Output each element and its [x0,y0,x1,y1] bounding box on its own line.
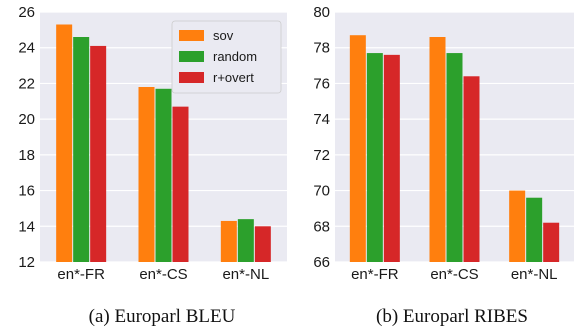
caption-b: (b) Europarl RIBES [376,306,528,327]
x-tick-label: en*-CS [430,266,478,283]
y-tick-label: 18 [18,147,35,164]
y-tick-label: 74 [313,111,330,128]
x-tick-labels: en*-FR en*-CS en*-NL [351,266,557,283]
chart-europarl-bleu: 12 14 16 18 20 22 24 26 en*-FR en*-CS en*-NL sov … [18,4,287,327]
y-tick-label: 72 [313,147,330,164]
bar-random-en*-FR [366,53,383,263]
y-tick-labels: 66 68 70 72 74 76 78 80 [313,4,330,271]
y-tick-label: 16 [18,183,35,200]
legend-label-sov: sov [213,28,234,43]
y-tick-label: 14 [18,218,35,235]
legend: sov random r+overt [171,20,282,94]
bar-r-overt-en*-FR [383,54,400,262]
legend-swatch-r-overt [179,72,204,83]
x-tick-labels: en*-FR en*-CS en*-NL [57,266,269,283]
bar-random-en*-NL [526,197,543,262]
bar-r-overt-en*-NL [254,226,271,262]
y-tick-label: 20 [18,111,35,128]
bar-sov-en*-CS [138,87,155,262]
y-tick-label: 22 [18,75,35,92]
bar-random-en*-NL [237,219,254,262]
bar-sov-en*-CS [429,37,446,262]
bar-sov-en*-NL [509,190,526,262]
bar-r-overt-en*-CS [463,76,480,263]
bar-r-overt-en*-FR [90,45,107,262]
bars [349,35,560,263]
x-tick-label: en*-NL [511,266,558,283]
bar-sov-en*-FR [349,35,366,262]
bar-random-en*-FR [73,37,90,262]
chart-europarl-ribes: 66 68 70 72 74 76 78 80 en*-FR en*-CS en*-NL (b) … [313,4,574,327]
legend-swatch-sov [179,30,204,41]
bar-sov-en*-FR [56,24,73,262]
y-tick-labels: 12 14 16 18 20 22 24 26 [18,4,35,271]
x-tick-label: en*-FR [57,266,105,283]
x-tick-label: en*-NL [222,266,269,283]
y-tick-label: 24 [18,40,35,57]
bars [56,24,271,263]
legend-swatch-random [179,51,204,62]
y-tick-label: 12 [18,254,35,271]
x-tick-label: en*-CS [139,266,187,283]
y-tick-label: 68 [313,218,330,235]
caption-a: (a) Europarl BLEU [89,306,236,327]
y-tick-label: 80 [313,4,330,21]
bar-r-overt-en*-CS [172,106,189,263]
y-tick-label: 70 [313,183,330,200]
y-tick-label: 66 [313,254,330,271]
bar-sov-en*-NL [220,220,237,262]
y-tick-label: 78 [313,40,330,57]
y-tick-label: 76 [313,75,330,92]
bar-random-en*-CS [155,88,172,263]
legend-label-r-overt: r+overt [213,70,254,85]
legend-label-random: random [213,49,257,64]
bar-r-overt-en*-NL [543,222,560,262]
y-tick-label: 26 [18,4,35,21]
bar-random-en*-CS [446,53,463,263]
x-tick-label: en*-FR [351,266,399,283]
